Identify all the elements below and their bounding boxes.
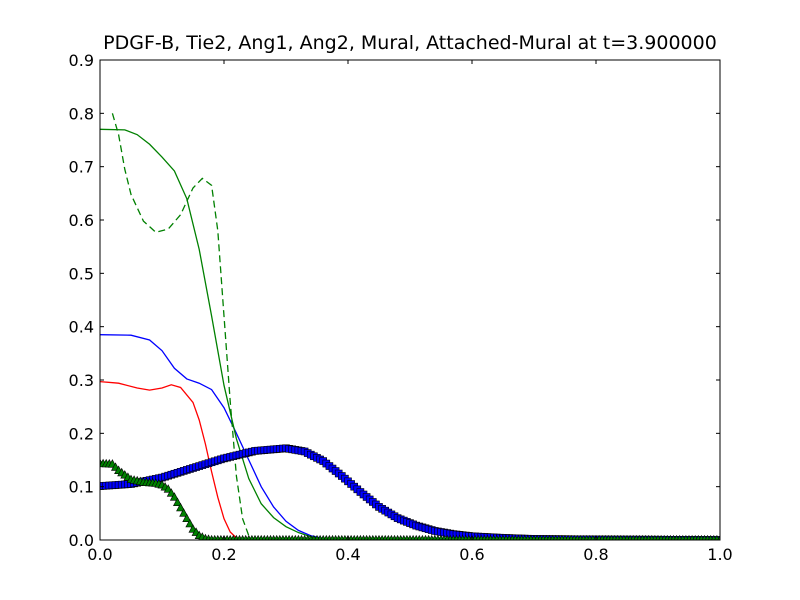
series-6-marker-26 [176,502,186,512]
x-tick-label: 0.8 [583,545,608,564]
y-tick-label: 0.2 [69,424,94,443]
x-tick-label: 0.2 [211,545,236,564]
series-6-markers [100,458,720,540]
axes-frame [99,59,721,541]
axes: 0.0 0.2 0.4 0.6 0.8 1.0 0.0 0.1 0.2 0.3 0.4 0.5 0.6 0… [69,51,733,564]
x-tick-label: 1.0 [707,545,732,564]
series-6-marker-27 [179,508,189,517]
chart-title: PDGF-B, Tie2, Ang1, Ang2, Mural, Attache… [103,32,717,54]
y-tick-label: 0.0 [69,531,94,550]
y-tick-label: 0.9 [69,51,94,70]
series-6-marker-25 [173,497,182,506]
series-6-marker-24 [169,492,179,501]
series-3-line [100,128,720,540]
y-tick-label: 0.3 [69,371,94,390]
y-tick-label: 0.6 [69,211,94,230]
x-tick-label: 0.0 [87,545,112,564]
y-tick-label: 0.5 [69,264,94,283]
x-tick-label: 0.4 [335,545,360,564]
y-tick-label: 0.8 [69,104,94,123]
y-tick-label: 0.4 [69,318,94,337]
x-tick-label: 0.6 [459,545,484,564]
series-2-line [100,380,720,540]
series-6-marker-29 [185,518,195,528]
series-6-marker-200 [717,534,720,540]
y-tick-label: 0.7 [69,158,94,177]
y-tick-label: 0.1 [69,478,94,497]
series-6-marker-28 [182,513,192,522]
series-4-line [111,113,720,540]
